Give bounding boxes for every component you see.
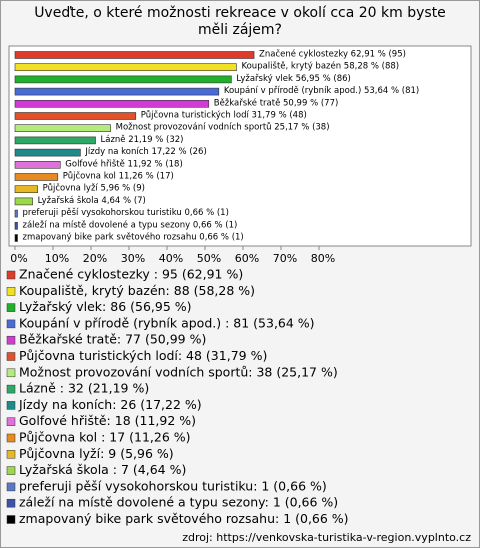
legend-swatch: [6, 352, 16, 361]
source: zdroj: https://venkovska-turistika-v-reg…: [182, 531, 471, 544]
legend-swatch: [6, 450, 16, 459]
legend-label: Koupání v přírodě (rybník apod.) : 81 (5…: [19, 315, 315, 330]
legend-label: zmapovaný bike park světového rozsahu: 1…: [19, 511, 349, 526]
x-tick-label: 30%: [121, 252, 145, 265]
bar-label: Lyžařský vlek 56,95 % (86): [236, 74, 350, 84]
bar-label: zmapovaný bike park světového rozsahu 0,…: [23, 232, 244, 243]
x-tick-label: 0%: [10, 252, 27, 265]
bar: [14, 197, 33, 206]
legend-swatch: [6, 482, 16, 492]
bar-label: Koupaliště, krytý bazén 58,28 % (88): [241, 61, 399, 72]
legend-swatch: [6, 270, 16, 280]
bar-label: záleží na místě dovolené a typu sezony 0…: [23, 219, 238, 230]
bar: [14, 209, 18, 218]
legend-swatch: [6, 319, 16, 329]
bar: [14, 75, 232, 84]
legend-swatch: [6, 401, 16, 410]
x-tick-label: 10%: [45, 252, 69, 265]
legend-swatch: [6, 515, 16, 524]
legend-label: preferuji pěší vysokohorskou turistiku: …: [19, 478, 327, 493]
legend-swatch: [6, 466, 16, 475]
bar: [14, 51, 255, 59]
legend-label: Jízdy na koních: 26 (17,22 %): [18, 397, 202, 412]
bar: [14, 173, 59, 181]
x-tick-label: 80%: [311, 252, 335, 265]
bar-label: Lázně 21,19 % (32): [101, 135, 184, 145]
bar: [14, 222, 18, 230]
legend-swatch: [6, 287, 16, 296]
bar-label: Možnost provozování vodních sportů 25,17…: [116, 122, 330, 133]
bar: [14, 161, 61, 169]
bar: [14, 63, 237, 72]
legend-label: Možnost provozování vodních sportů: 38 (…: [19, 364, 338, 379]
legend-label: záleží na místě dovolené a typu sezony: …: [19, 495, 338, 510]
bar-label: Značené cyklostezky 62,91 % (95): [259, 49, 406, 60]
bar: [14, 112, 137, 120]
legend-label: Půjčovna kol : 17 (11,26 %): [19, 430, 191, 445]
legend-label: Lyžařský vlek: 86 (56,95 %): [19, 299, 192, 314]
legend-label: Značené cyklostezky : 95 (62,91 %): [19, 267, 243, 282]
legend-swatch: [6, 368, 16, 378]
legend-swatch: [6, 303, 16, 312]
legend-label: Běžkařské tratě: 77 (50,99 %): [19, 332, 206, 347]
bar: [14, 87, 220, 96]
bar-label: Běžkařské tratě 50,99 % (77): [214, 97, 339, 108]
x-tick-label: 40%: [159, 252, 183, 265]
bar-label: Jízdy na koních 17,22 % (26): [84, 147, 206, 157]
bar: [14, 100, 210, 108]
bar-label: Lyžařská škola 4,64 % (7): [38, 195, 146, 206]
legend-swatch: [6, 433, 16, 443]
bar-label: preferuji pěší vysokohorskou turistiku 0…: [23, 207, 229, 218]
legend-label: Půjčovna turistických lodí: 48 (31,79 %): [19, 348, 267, 363]
chart-title: Uveďte, o které možnosti rekreace v okol…: [34, 5, 446, 38]
bar: [14, 234, 18, 242]
x-tick-label: 20%: [83, 252, 107, 265]
legend-label: Lázně : 32 (21,19 %): [19, 381, 149, 396]
bar-label: Půjčovna turistických lodí 31,79 % (48): [141, 110, 307, 121]
bar: [14, 185, 38, 193]
legend-swatch: [6, 498, 16, 508]
x-tick-label: 70%: [273, 252, 297, 265]
bar-label: Golfové hřiště 11,92 % (18): [65, 158, 183, 169]
bar-label: Koupání v přírodě (rybník apod.) 53,64 %…: [224, 86, 419, 96]
bar-label: Půjčovna lyží 5,96 % (9): [43, 183, 145, 194]
legend-swatch: [6, 384, 16, 394]
x-tick-label: 60%: [235, 252, 259, 265]
bar-label: Půjčovna kol 11,26 % (17): [63, 171, 174, 182]
legend-label: Lyžařská škola : 7 (4,64 %): [19, 462, 186, 477]
bar: [14, 136, 96, 145]
x-tick-label: 50%: [197, 252, 221, 265]
bar: [14, 124, 111, 132]
bar: [14, 148, 81, 157]
legend-label: Půjčovna lyží: 9 (5,96 %): [19, 446, 174, 461]
legend-swatch: [6, 417, 16, 426]
legend-swatch: [6, 335, 16, 345]
legend-label: Koupaliště, krytý bazén: 88 (58,28 %): [19, 283, 255, 298]
legend-label: Golfové hřiště: 18 (11,92 %): [19, 413, 196, 428]
